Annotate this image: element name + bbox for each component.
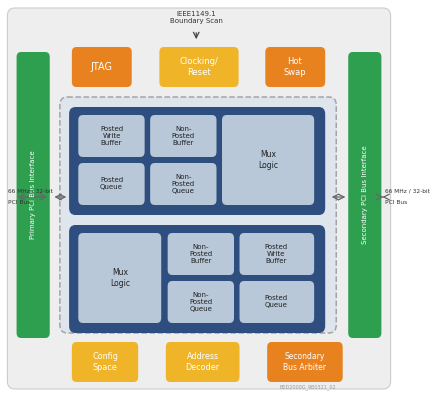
Text: Non-
Posted
Queue: Non- Posted Queue — [172, 174, 195, 194]
Text: 66 MHz / 32-bit: 66 MHz / 32-bit — [385, 189, 430, 193]
Text: Non-
Posted
Queue: Non- Posted Queue — [189, 292, 213, 312]
Text: Mux
Logic: Mux Logic — [258, 150, 278, 170]
FancyBboxPatch shape — [168, 233, 234, 275]
FancyBboxPatch shape — [78, 233, 161, 323]
Text: Secondary
Bus Arbiter: Secondary Bus Arbiter — [283, 352, 327, 372]
FancyBboxPatch shape — [348, 52, 381, 338]
Text: Posted
Queue: Posted Queue — [100, 177, 123, 191]
Text: Non-
Posted
Buffer: Non- Posted Buffer — [189, 244, 213, 264]
FancyBboxPatch shape — [69, 107, 325, 215]
Text: PCI Bus: PCI Bus — [8, 200, 31, 206]
FancyBboxPatch shape — [168, 281, 234, 323]
Text: Mux
Logic: Mux Logic — [110, 268, 130, 288]
Text: JTAG: JTAG — [90, 62, 112, 72]
FancyBboxPatch shape — [72, 342, 138, 382]
Text: Address
Decoder: Address Decoder — [186, 352, 220, 372]
FancyBboxPatch shape — [166, 342, 239, 382]
Text: IEEE1149.1
Boundary Scan: IEEE1149.1 Boundary Scan — [170, 10, 222, 23]
Text: Posted
Write
Buffer: Posted Write Buffer — [100, 126, 123, 146]
Text: Posted
Write
Buffer: Posted Write Buffer — [265, 244, 288, 264]
Text: Non-
Posted
Buffer: Non- Posted Buffer — [172, 126, 195, 146]
FancyBboxPatch shape — [7, 8, 391, 389]
Text: Primary PCI Bus Interface: Primary PCI Bus Interface — [30, 151, 36, 239]
FancyBboxPatch shape — [150, 163, 216, 205]
FancyBboxPatch shape — [239, 233, 314, 275]
FancyBboxPatch shape — [69, 225, 325, 333]
FancyBboxPatch shape — [72, 47, 132, 87]
FancyBboxPatch shape — [265, 47, 325, 87]
FancyBboxPatch shape — [159, 47, 238, 87]
FancyBboxPatch shape — [267, 342, 343, 382]
Text: Config
Space: Config Space — [92, 352, 118, 372]
Text: B0D2000G_9B0321_02: B0D2000G_9B0321_02 — [280, 384, 336, 390]
Text: Hot
Swap: Hot Swap — [283, 57, 306, 77]
FancyBboxPatch shape — [150, 115, 216, 157]
FancyBboxPatch shape — [239, 281, 314, 323]
FancyBboxPatch shape — [78, 115, 145, 157]
FancyBboxPatch shape — [222, 115, 314, 205]
Text: 66 MHz / 32-bit: 66 MHz / 32-bit — [8, 189, 53, 193]
FancyBboxPatch shape — [16, 52, 50, 338]
FancyBboxPatch shape — [60, 97, 336, 333]
Text: PCI Bus: PCI Bus — [385, 200, 407, 206]
FancyBboxPatch shape — [78, 163, 145, 205]
Text: Posted
Queue: Posted Queue — [265, 295, 288, 308]
Text: Clocking/
Reset: Clocking/ Reset — [180, 57, 219, 77]
Text: Secondary PCI Bus Interface: Secondary PCI Bus Interface — [362, 146, 368, 244]
